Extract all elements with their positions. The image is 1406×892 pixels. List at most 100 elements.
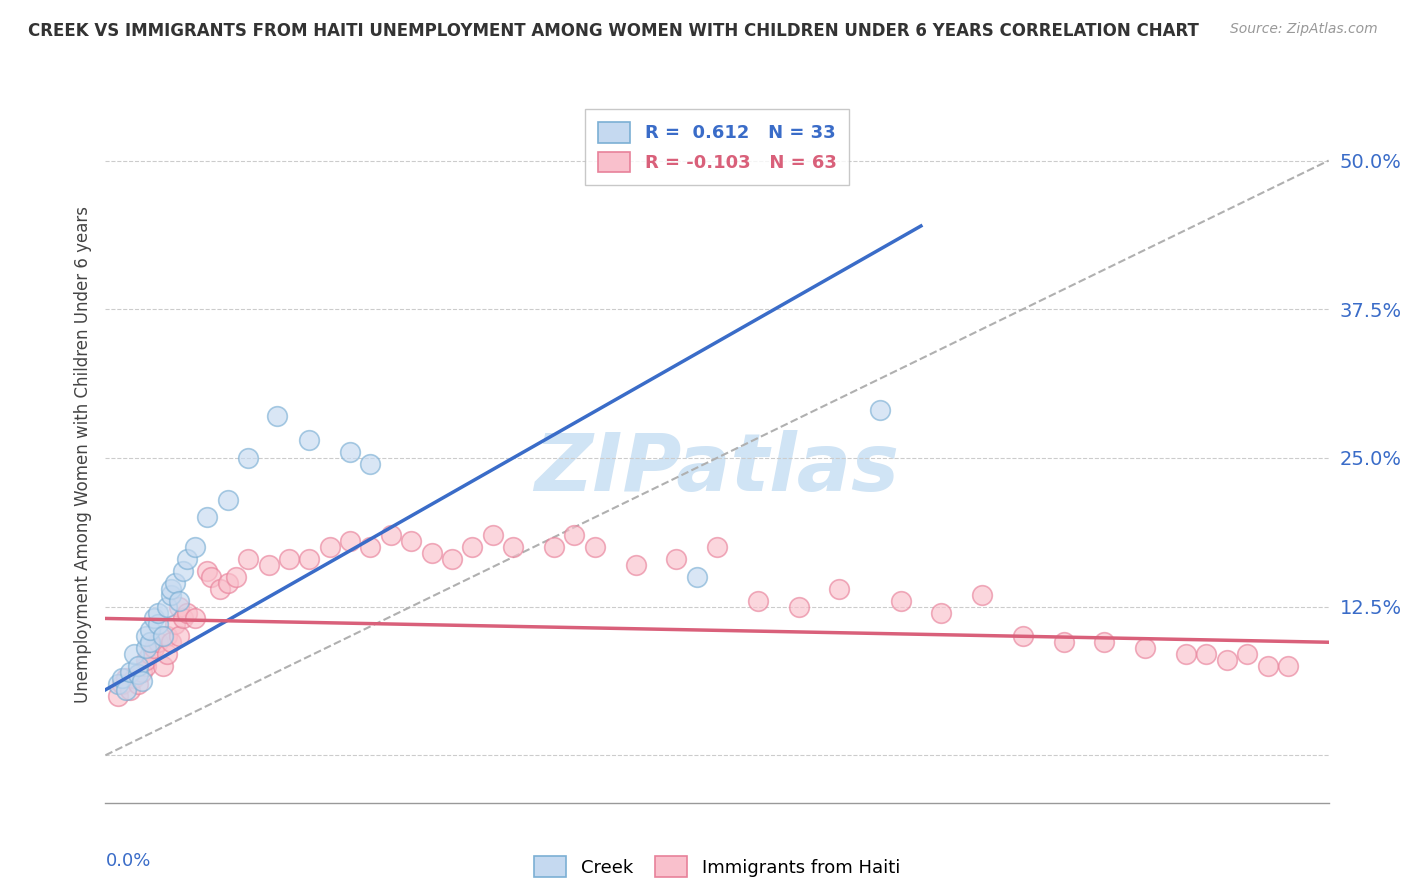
Point [298, 433, 321, 447]
Point [159, 588, 181, 602]
Point [828, 582, 851, 596]
Point [339, 445, 361, 459]
Point [399, 534, 422, 549]
Point [143, 611, 166, 625]
Point [236, 450, 259, 465]
Point [461, 540, 484, 554]
Point [1195, 647, 1218, 661]
Point [360, 540, 382, 554]
Point [118, 682, 141, 697]
Point [163, 617, 186, 632]
Point [686, 570, 709, 584]
Point [1277, 659, 1299, 673]
Text: CREEK VS IMMIGRANTS FROM HAITI UNEMPLOYMENT AMONG WOMEN WITH CHILDREN UNDER 6 YE: CREEK VS IMMIGRANTS FROM HAITI UNEMPLOYM… [28, 22, 1199, 40]
Point [184, 611, 207, 625]
Point [115, 682, 138, 697]
Point [1175, 647, 1198, 661]
Point [139, 624, 162, 638]
Text: 0.0%: 0.0% [105, 852, 150, 870]
Point [1012, 629, 1035, 643]
Point [583, 540, 606, 554]
Point [562, 528, 586, 542]
Point [1052, 635, 1074, 649]
Point [139, 635, 162, 649]
Point [176, 552, 198, 566]
Point [184, 540, 207, 554]
Point [143, 641, 166, 656]
Point [135, 653, 157, 667]
Point [278, 552, 301, 566]
Text: ZIPatlas: ZIPatlas [534, 430, 900, 508]
Point [148, 606, 170, 620]
Point [1216, 653, 1239, 667]
Point [139, 647, 162, 661]
Point [1133, 641, 1156, 656]
Point [131, 665, 153, 679]
Point [159, 635, 181, 649]
Point [167, 629, 190, 643]
Point [172, 564, 194, 578]
Point [155, 629, 177, 643]
Point [624, 558, 647, 572]
Point [200, 570, 222, 584]
Point [706, 540, 728, 554]
Point [167, 599, 190, 614]
Point [236, 552, 259, 566]
Point [152, 629, 174, 643]
Point [155, 599, 177, 614]
Point [111, 671, 134, 685]
Point [266, 409, 288, 424]
Point [107, 677, 129, 691]
Point [148, 635, 170, 649]
Point [217, 575, 239, 590]
Point [127, 659, 149, 673]
Text: Source: ZipAtlas.com: Source: ZipAtlas.com [1230, 22, 1378, 37]
Point [257, 558, 280, 572]
Point [163, 575, 186, 590]
Y-axis label: Unemployment Among Women with Children Under 6 years: Unemployment Among Women with Children U… [73, 206, 91, 704]
Point [172, 611, 194, 625]
Point [148, 617, 170, 632]
Point [420, 546, 443, 560]
Point [441, 552, 464, 566]
Point [1256, 659, 1278, 673]
Point [122, 647, 145, 661]
Point [167, 593, 190, 607]
Point [787, 599, 810, 614]
Point [360, 457, 382, 471]
Point [208, 582, 231, 596]
Point [318, 540, 342, 554]
Point [159, 582, 181, 596]
Point [152, 659, 174, 673]
Point [135, 641, 157, 656]
Point [543, 540, 565, 554]
Point [481, 528, 503, 542]
Point [155, 647, 177, 661]
Point [195, 564, 219, 578]
Point [931, 606, 953, 620]
Point [217, 492, 239, 507]
Point [176, 606, 198, 620]
Point [135, 659, 157, 673]
Point [127, 677, 149, 691]
Point [135, 629, 157, 643]
Point [298, 552, 321, 566]
Point [869, 403, 891, 417]
Point [380, 528, 402, 542]
Point [502, 540, 524, 554]
Point [127, 667, 149, 681]
Point [665, 552, 688, 566]
Point [1092, 635, 1115, 649]
Point [122, 671, 145, 685]
Point [225, 570, 247, 584]
Point [339, 534, 361, 549]
Point [111, 677, 134, 691]
Point [195, 510, 219, 524]
Point [107, 689, 129, 703]
Point [890, 593, 912, 607]
Point [970, 588, 993, 602]
Point [131, 674, 153, 689]
Point [115, 671, 138, 685]
Point [1236, 647, 1258, 661]
Legend: Creek, Immigrants from Haiti: Creek, Immigrants from Haiti [527, 849, 907, 884]
